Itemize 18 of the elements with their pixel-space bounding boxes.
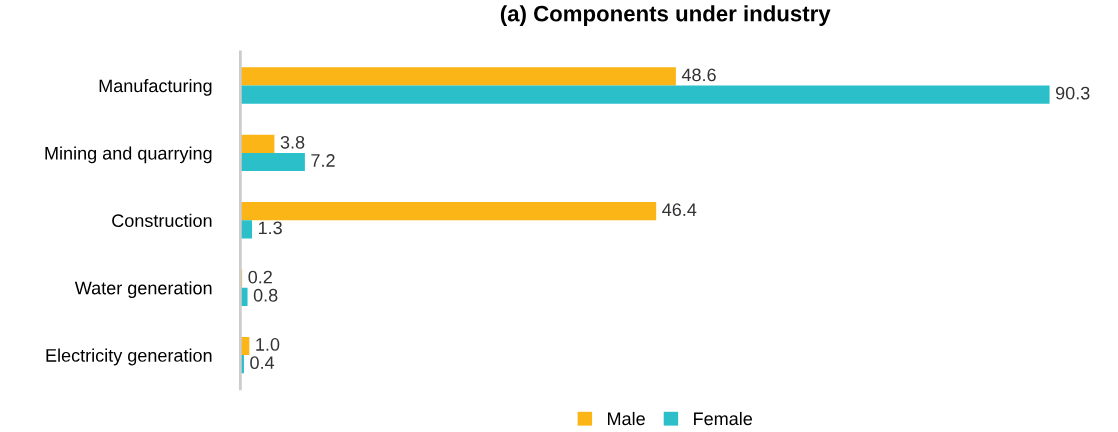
data-label: 1.3 xyxy=(258,221,282,235)
data-label: 7.2 xyxy=(311,154,335,167)
data-label: 1.0 xyxy=(256,338,280,351)
chart-title: (a) Components under industry xyxy=(500,5,831,26)
y-tick-label: Mining and quarrying xyxy=(45,146,212,164)
data-label: 48.6 xyxy=(681,68,716,82)
data-label: 90.3 xyxy=(1055,86,1090,100)
y-tick-label: Water generation xyxy=(74,281,212,298)
legend-label: Male xyxy=(608,411,645,426)
data-label: 3.8 xyxy=(280,135,305,149)
y-tick-label: Construction xyxy=(112,213,212,228)
legend-label: Female xyxy=(694,411,752,426)
data-label: 0.4 xyxy=(250,356,275,370)
data-label: 0.8 xyxy=(253,288,278,302)
y-tick-label: Electricity generation xyxy=(46,348,212,366)
data-label: 0.2 xyxy=(248,270,272,284)
y-tick-label: Manufacturing xyxy=(99,78,212,96)
data-label: 46.4 xyxy=(662,203,697,217)
